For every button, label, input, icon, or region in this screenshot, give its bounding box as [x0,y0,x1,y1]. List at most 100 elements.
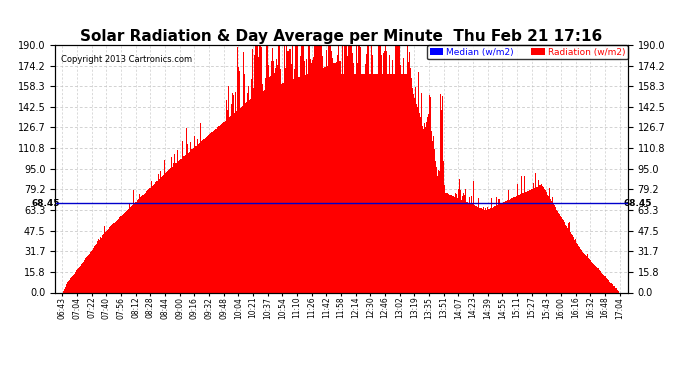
Bar [431,130,433,292]
Bar [493,207,495,292]
Bar [302,45,303,292]
Bar [271,62,273,292]
Bar [154,184,155,292]
Bar [230,116,231,292]
Bar [90,251,92,292]
Bar [526,191,528,292]
Bar [266,45,267,292]
Bar [522,193,523,292]
Bar [571,234,572,292]
Bar [337,56,338,292]
Bar [221,124,222,292]
Bar [208,135,209,292]
Bar [346,45,347,292]
Bar [402,74,403,292]
Bar [141,196,142,292]
Bar [145,193,146,292]
Text: 68.45: 68.45 [623,199,652,208]
Bar [510,199,511,292]
Bar [347,56,348,292]
Bar [617,290,618,292]
Bar [579,247,580,292]
Bar [543,187,544,292]
Bar [504,202,505,292]
Bar [102,236,103,292]
Bar [215,129,216,292]
Bar [369,74,371,292]
Bar [490,209,491,292]
Bar [194,136,195,292]
Bar [309,45,310,292]
Bar [283,83,284,292]
Bar [374,74,375,292]
Bar [585,255,586,292]
Bar [393,74,394,292]
Bar [98,239,99,292]
Bar [452,196,453,292]
Bar [217,127,218,292]
Bar [150,188,151,292]
Bar [172,163,173,292]
Bar [228,86,229,292]
Bar [567,228,568,292]
Bar [93,248,95,292]
Bar [231,105,232,292]
Bar [229,117,230,292]
Bar [472,204,473,292]
Bar [214,130,215,292]
Bar [104,226,105,292]
Bar [547,195,549,292]
Bar [121,216,122,292]
Bar [199,142,200,292]
Bar [540,185,541,292]
Bar [444,186,445,292]
Bar [268,77,270,292]
Bar [95,245,96,292]
Bar [345,45,346,292]
Bar [113,224,114,292]
Bar [479,208,480,292]
Bar [519,195,520,292]
Bar [572,235,573,292]
Bar [518,195,519,292]
Bar [277,45,279,292]
Bar [605,276,606,292]
Bar [275,68,276,292]
Bar [495,206,496,292]
Bar [395,45,396,292]
Bar [406,74,407,292]
Bar [71,277,72,292]
Bar [559,214,560,292]
Bar [430,97,431,292]
Bar [307,74,308,292]
Bar [149,189,150,292]
Bar [582,252,584,292]
Bar [323,68,324,292]
Bar [467,202,469,292]
Bar [273,61,274,292]
Bar [198,144,199,292]
Bar [593,264,594,292]
Bar [589,259,590,292]
Bar [584,254,585,292]
Bar [360,46,362,292]
Bar [143,195,144,292]
Bar [220,125,221,292]
Bar [286,45,287,292]
Bar [342,45,344,292]
Bar [528,191,529,292]
Bar [75,272,77,292]
Bar [587,254,588,292]
Bar [311,63,312,292]
Bar [210,133,211,292]
Bar [322,56,323,292]
Bar [203,140,204,292]
Bar [575,239,576,292]
Bar [535,187,537,292]
Bar [439,171,440,292]
Bar [184,156,185,292]
Bar [565,225,566,292]
Bar [160,171,161,292]
Bar [77,269,78,292]
Bar [290,49,291,292]
